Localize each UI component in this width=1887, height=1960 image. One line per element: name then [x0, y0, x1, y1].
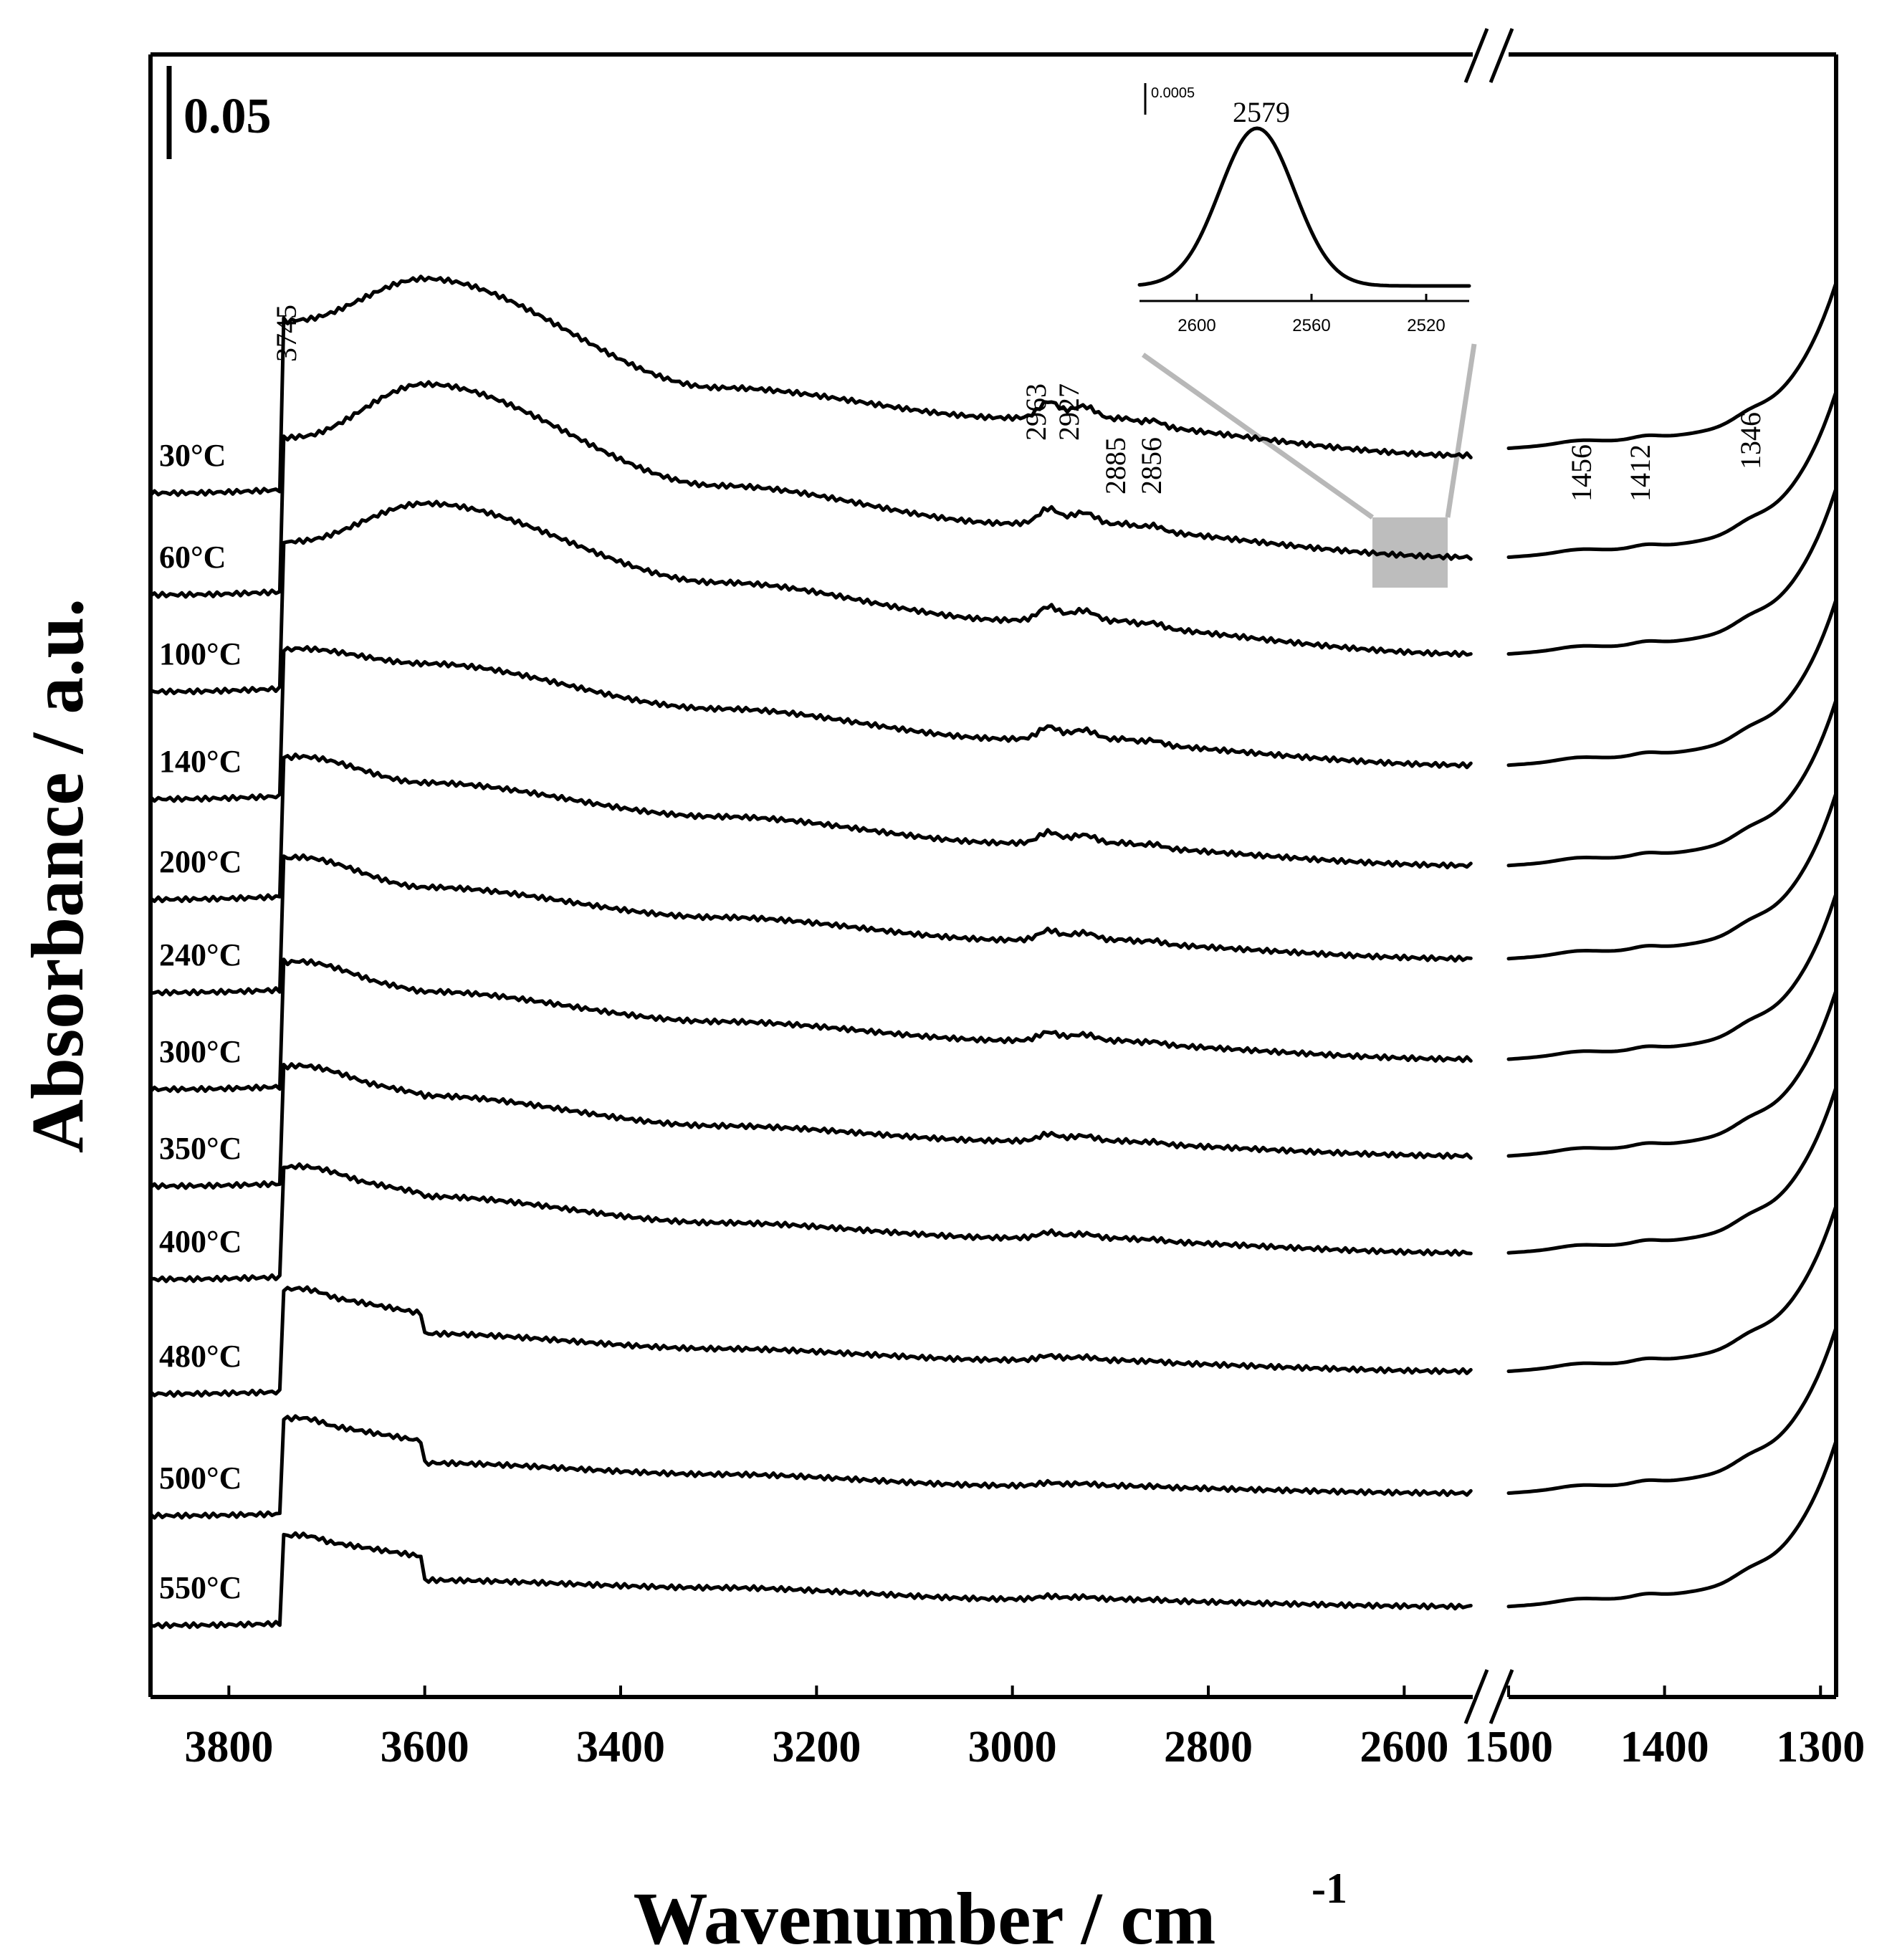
x-tick-label-1500: 1500 [1464, 1723, 1553, 1772]
spectrum-300C-high [148, 957, 1473, 1094]
spectrum-30C-high [148, 274, 1473, 497]
annotation-2885: 2885 [1099, 437, 1132, 494]
temp-label-200C: 200°C [159, 844, 242, 879]
spectrum-400C-low [1506, 1085, 1838, 1255]
temp-label-60C: 60°C [159, 540, 226, 575]
temp-label-500C: 500°C [159, 1461, 242, 1496]
annotation-3745: 3745 [270, 305, 302, 362]
x-tick-label-1400: 1400 [1620, 1723, 1709, 1772]
x-tick-label-3000: 3000 [968, 1723, 1057, 1772]
spectrum-100C-low [1506, 487, 1838, 656]
temp-label-140C: 140°C [159, 744, 242, 779]
spectrum-480C-high [148, 1285, 1473, 1398]
x-tick-label-2800: 2800 [1164, 1723, 1253, 1772]
temp-label-480C: 480°C [159, 1339, 242, 1374]
inset-panel: 0.0005 2579 2600 2560 2520 [1137, 83, 1471, 335]
inset-tick-label-2600: 2600 [1177, 316, 1215, 335]
spectrum-30C-low [1506, 281, 1838, 450]
inset-scale-label: 0.0005 [1151, 85, 1195, 101]
inset-zoom-marker [1141, 343, 1477, 588]
spectrum-60C-low [1506, 390, 1838, 559]
inset-ticks: 2600 2560 2520 [1177, 294, 1446, 335]
spectrum-550C-high [148, 1531, 1473, 1630]
peak-annotations: 3745 2963 2927 2885 2856 1456 1412 1346 [270, 305, 1767, 502]
spectrum-400C-high [148, 1162, 1473, 1283]
y-axis-title: Absorbance / a.u. [16, 598, 99, 1153]
spectrum-60C-high [148, 380, 1473, 599]
temp-label-100C: 100°C [159, 636, 242, 671]
scale-bar-label: 0.05 [183, 89, 272, 144]
temp-label-350C: 350°C [159, 1131, 242, 1166]
annotation-2963: 2963 [1020, 383, 1052, 441]
axis-break-bottom [1463, 1669, 1514, 1724]
spectrum-350C-high [148, 1062, 1473, 1190]
x-tick-label-3600: 3600 [381, 1723, 469, 1772]
spectrum-300C-low [1506, 891, 1838, 1061]
spectrum-240C-low [1506, 791, 1838, 961]
scale-bar: 0.05 [166, 66, 272, 159]
temp-label-240C: 240°C [159, 937, 242, 972]
spectrum-140C-high [148, 645, 1473, 803]
temperature-labels: 30°C 60°C 100°C 140°C 200°C 240°C 300°C 350°C 40… [159, 438, 242, 1605]
temp-label-550C: 550°C [159, 1570, 242, 1605]
annotation-2856: 2856 [1135, 437, 1167, 494]
spectrum-500C-low [1506, 1326, 1838, 1495]
inset-peak-curve [1137, 126, 1471, 288]
annotation-1346: 1346 [1734, 412, 1767, 469]
x-tick-label-3800: 3800 [184, 1723, 273, 1772]
spectrum-240C-high [148, 853, 1473, 997]
annotation-1456: 1456 [1565, 444, 1597, 502]
annotation-2927: 2927 [1053, 383, 1085, 441]
spectrum-550C-low [1506, 1439, 1838, 1609]
inset-peak-label: 2579 [1233, 96, 1290, 128]
x-tick-label-3200: 3200 [772, 1723, 861, 1772]
spectrum-140C-low [1506, 598, 1838, 768]
spectrum-500C-high [148, 1414, 1473, 1520]
temp-label-300C: 300°C [159, 1034, 242, 1069]
spectrum-200C-high [148, 752, 1473, 904]
temp-label-30C: 30°C [159, 438, 226, 473]
annotation-1412: 1412 [1624, 444, 1656, 502]
x-axis-title-group: Wavenumber / cm -1 [634, 1865, 1347, 1960]
temp-label-400C: 400°C [159, 1224, 242, 1259]
spectrum-350C-low [1506, 988, 1838, 1158]
spectrum-100C-high [148, 499, 1473, 696]
x-axis-ticks [227, 1686, 1822, 1697]
spectrum-480C-low [1506, 1204, 1838, 1373]
inset-tick-label-2520: 2520 [1407, 316, 1445, 335]
x-axis-title-superscript: -1 [1312, 1865, 1347, 1912]
plot-frame [148, 28, 1838, 1724]
x-tick-label-3400: 3400 [576, 1723, 665, 1772]
x-tick-label-2600: 2600 [1360, 1723, 1448, 1772]
x-tick-label-1300: 1300 [1776, 1723, 1865, 1772]
spectra-series [148, 274, 1838, 1630]
inset-tick-label-2560: 2560 [1292, 316, 1330, 335]
x-axis-tick-labels: 3800 3600 3400 3200 3000 2800 2600 1500 1400 1300 [184, 1723, 1865, 1772]
spectrum-200C-low [1506, 698, 1838, 868]
axis-break-top [1463, 28, 1514, 83]
x-axis-title: Wavenumber / cm [634, 1878, 1216, 1960]
